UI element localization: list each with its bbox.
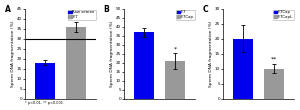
Text: C: C (203, 5, 208, 14)
Text: **: ** (271, 57, 278, 62)
Text: *: * (75, 15, 78, 20)
Text: B: B (104, 5, 110, 14)
Bar (165, 61, 185, 99)
Bar (264, 69, 284, 99)
Y-axis label: Sperm DNA fragmentation (%): Sperm DNA fragmentation (%) (110, 21, 114, 87)
Legend: Raw semen, F-T: Raw semen, F-T (68, 10, 95, 20)
Y-axis label: Sperm DNA fragmentation (%): Sperm DNA fragmentation (%) (209, 21, 213, 87)
Text: A: A (5, 5, 10, 14)
Bar (134, 32, 154, 99)
Y-axis label: Sperm DNA fragmentation (%): Sperm DNA fragmentation (%) (11, 21, 15, 87)
Text: *: * (174, 47, 177, 51)
Bar (66, 27, 86, 99)
Legend: F-T, F-TCap: F-T, F-TCap (176, 10, 195, 20)
Legend: F-TCap, F-TCapL: F-TCap, F-TCapL (273, 10, 294, 20)
Bar (35, 63, 55, 99)
Bar (233, 39, 253, 99)
Text: * p<0.01, ** p<0.001: * p<0.01, ** p<0.001 (25, 101, 63, 104)
